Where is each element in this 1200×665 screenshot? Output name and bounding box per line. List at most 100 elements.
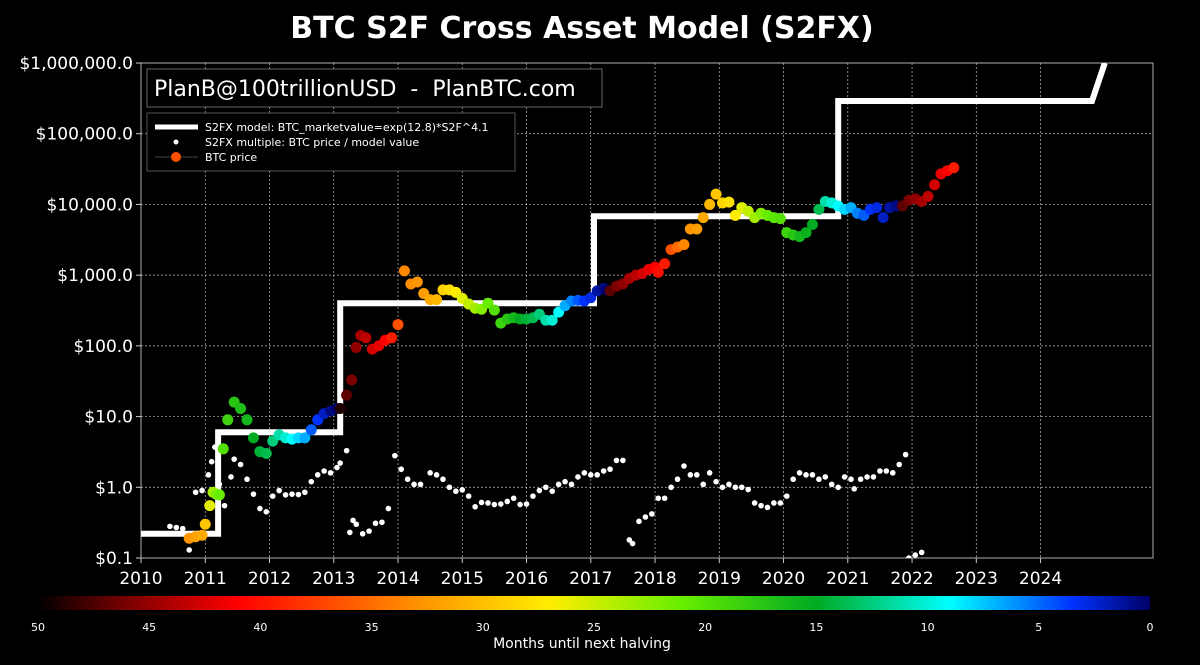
multiple-point <box>530 493 536 499</box>
multiple-point <box>221 502 228 509</box>
price-point <box>691 223 703 235</box>
multiple-point <box>417 481 424 488</box>
legend-price-swatch <box>171 152 181 162</box>
multiple-point <box>581 470 588 476</box>
chart-title: BTC S2F Cross Asset Model (S2FX) <box>290 11 873 46</box>
colorbar-tick-label: 20 <box>698 621 712 634</box>
multiple-point <box>517 501 523 508</box>
multiple-point <box>186 547 192 553</box>
multiple-point <box>343 447 350 454</box>
multiple-point <box>173 524 180 531</box>
x-tick-label: 2019 <box>698 569 741 589</box>
colorbar-tick-label: 35 <box>365 621 379 634</box>
multiple-point <box>385 505 392 512</box>
s2fx-multiple-points <box>167 444 925 558</box>
price-point <box>929 179 941 191</box>
multiple-point <box>912 552 919 558</box>
price-point <box>360 332 372 344</box>
x-tick-label: 2014 <box>376 569 419 589</box>
price-point <box>235 403 247 415</box>
price-point <box>299 432 311 444</box>
multiple-point <box>790 476 796 483</box>
x-tick-label: 2023 <box>955 569 998 589</box>
multiple-point <box>308 478 315 485</box>
watermark-text: PlanB@100trillionUSD - PlanBTC.com <box>154 77 576 102</box>
multiple-point <box>459 487 466 493</box>
multiple-point <box>745 486 751 493</box>
multiple-point <box>681 463 687 469</box>
legend: S2FX model: BTC_marketvalue=exp(12.8)*S2… <box>146 112 516 172</box>
price-point <box>204 500 216 512</box>
s2fx-model-line <box>141 63 1108 537</box>
multiple-point <box>392 452 398 459</box>
x-tick-label: 2013 <box>312 569 355 589</box>
x-tick-label: 2011 <box>184 569 227 589</box>
y-tick-label: $100,000.0 <box>36 125 133 145</box>
x-tick-label: 2017 <box>569 569 612 589</box>
multiple-point <box>777 500 784 506</box>
y-tick-label: $1.0 <box>95 478 133 498</box>
multiple-point <box>404 476 411 483</box>
price-point <box>199 518 211 530</box>
multiple-point <box>594 472 601 478</box>
multiple-point <box>510 495 517 502</box>
multiple-point <box>321 468 327 474</box>
legend-multiple-label: S2FX multiple: BTC price / model value <box>205 136 419 149</box>
multiple-point <box>411 481 417 488</box>
y-tick-label: $1,000.0 <box>57 266 133 286</box>
multiple-point <box>485 500 491 506</box>
multiple-point <box>302 489 308 496</box>
multiple-point <box>555 481 562 488</box>
price-point <box>341 389 353 401</box>
x-tick-label: 2020 <box>762 569 805 589</box>
multiple-point <box>478 499 485 506</box>
y-tick-label: $10,000.0 <box>46 195 133 215</box>
colorbar-tick-label: 10 <box>921 621 935 634</box>
price-point <box>213 489 225 501</box>
multiple-point <box>636 518 642 525</box>
multiple-point <box>446 484 453 491</box>
colorbar-tick-label: 45 <box>142 621 156 634</box>
price-point <box>697 212 709 224</box>
s2fx-model-line-path <box>141 63 1108 537</box>
legend-model-label: S2FX model: BTC_marketvalue=exp(12.8)*S2… <box>205 121 489 134</box>
x-tick-label: 2016 <box>505 569 548 589</box>
price-point <box>659 258 671 270</box>
multiple-point <box>523 501 530 507</box>
price-point <box>386 332 398 344</box>
y-tick-label: $10.0 <box>84 408 133 428</box>
multiple-point <box>864 474 870 480</box>
multiple-point <box>726 481 732 488</box>
multiple-point <box>250 491 257 497</box>
multiple-point <box>289 491 295 497</box>
multiple-point <box>276 487 282 494</box>
multiple-point <box>453 488 459 495</box>
multiple-point <box>687 472 694 478</box>
legend-multiple-swatch <box>173 139 179 145</box>
multiple-point <box>244 476 250 483</box>
price-point <box>247 432 259 444</box>
multiple-point <box>668 484 674 491</box>
y-axis-ticks: $0.1 $1.0 $10.0 $100.0 $1,000.0 $10,000.0 $100… <box>19 54 141 569</box>
price-point <box>813 203 825 215</box>
multiple-point <box>738 484 745 491</box>
multiple-point <box>205 472 212 478</box>
price-point <box>411 276 423 288</box>
multiple-point <box>575 474 581 480</box>
btc-price-points <box>183 162 960 544</box>
price-point <box>222 414 234 426</box>
multiple-point <box>848 476 854 483</box>
multiple-point <box>751 500 758 506</box>
multiple-point <box>706 470 713 476</box>
multiple-point <box>347 529 353 536</box>
multiple-point <box>613 457 620 464</box>
multiple-point <box>372 520 379 527</box>
x-tick-label: 2015 <box>441 569 484 589</box>
price-point <box>392 319 404 331</box>
multiple-point <box>918 549 925 556</box>
multiple-point <box>828 481 835 488</box>
price-point <box>546 314 558 326</box>
multiple-point <box>620 457 626 464</box>
multiple-point <box>216 481 223 488</box>
price-point <box>488 304 500 316</box>
